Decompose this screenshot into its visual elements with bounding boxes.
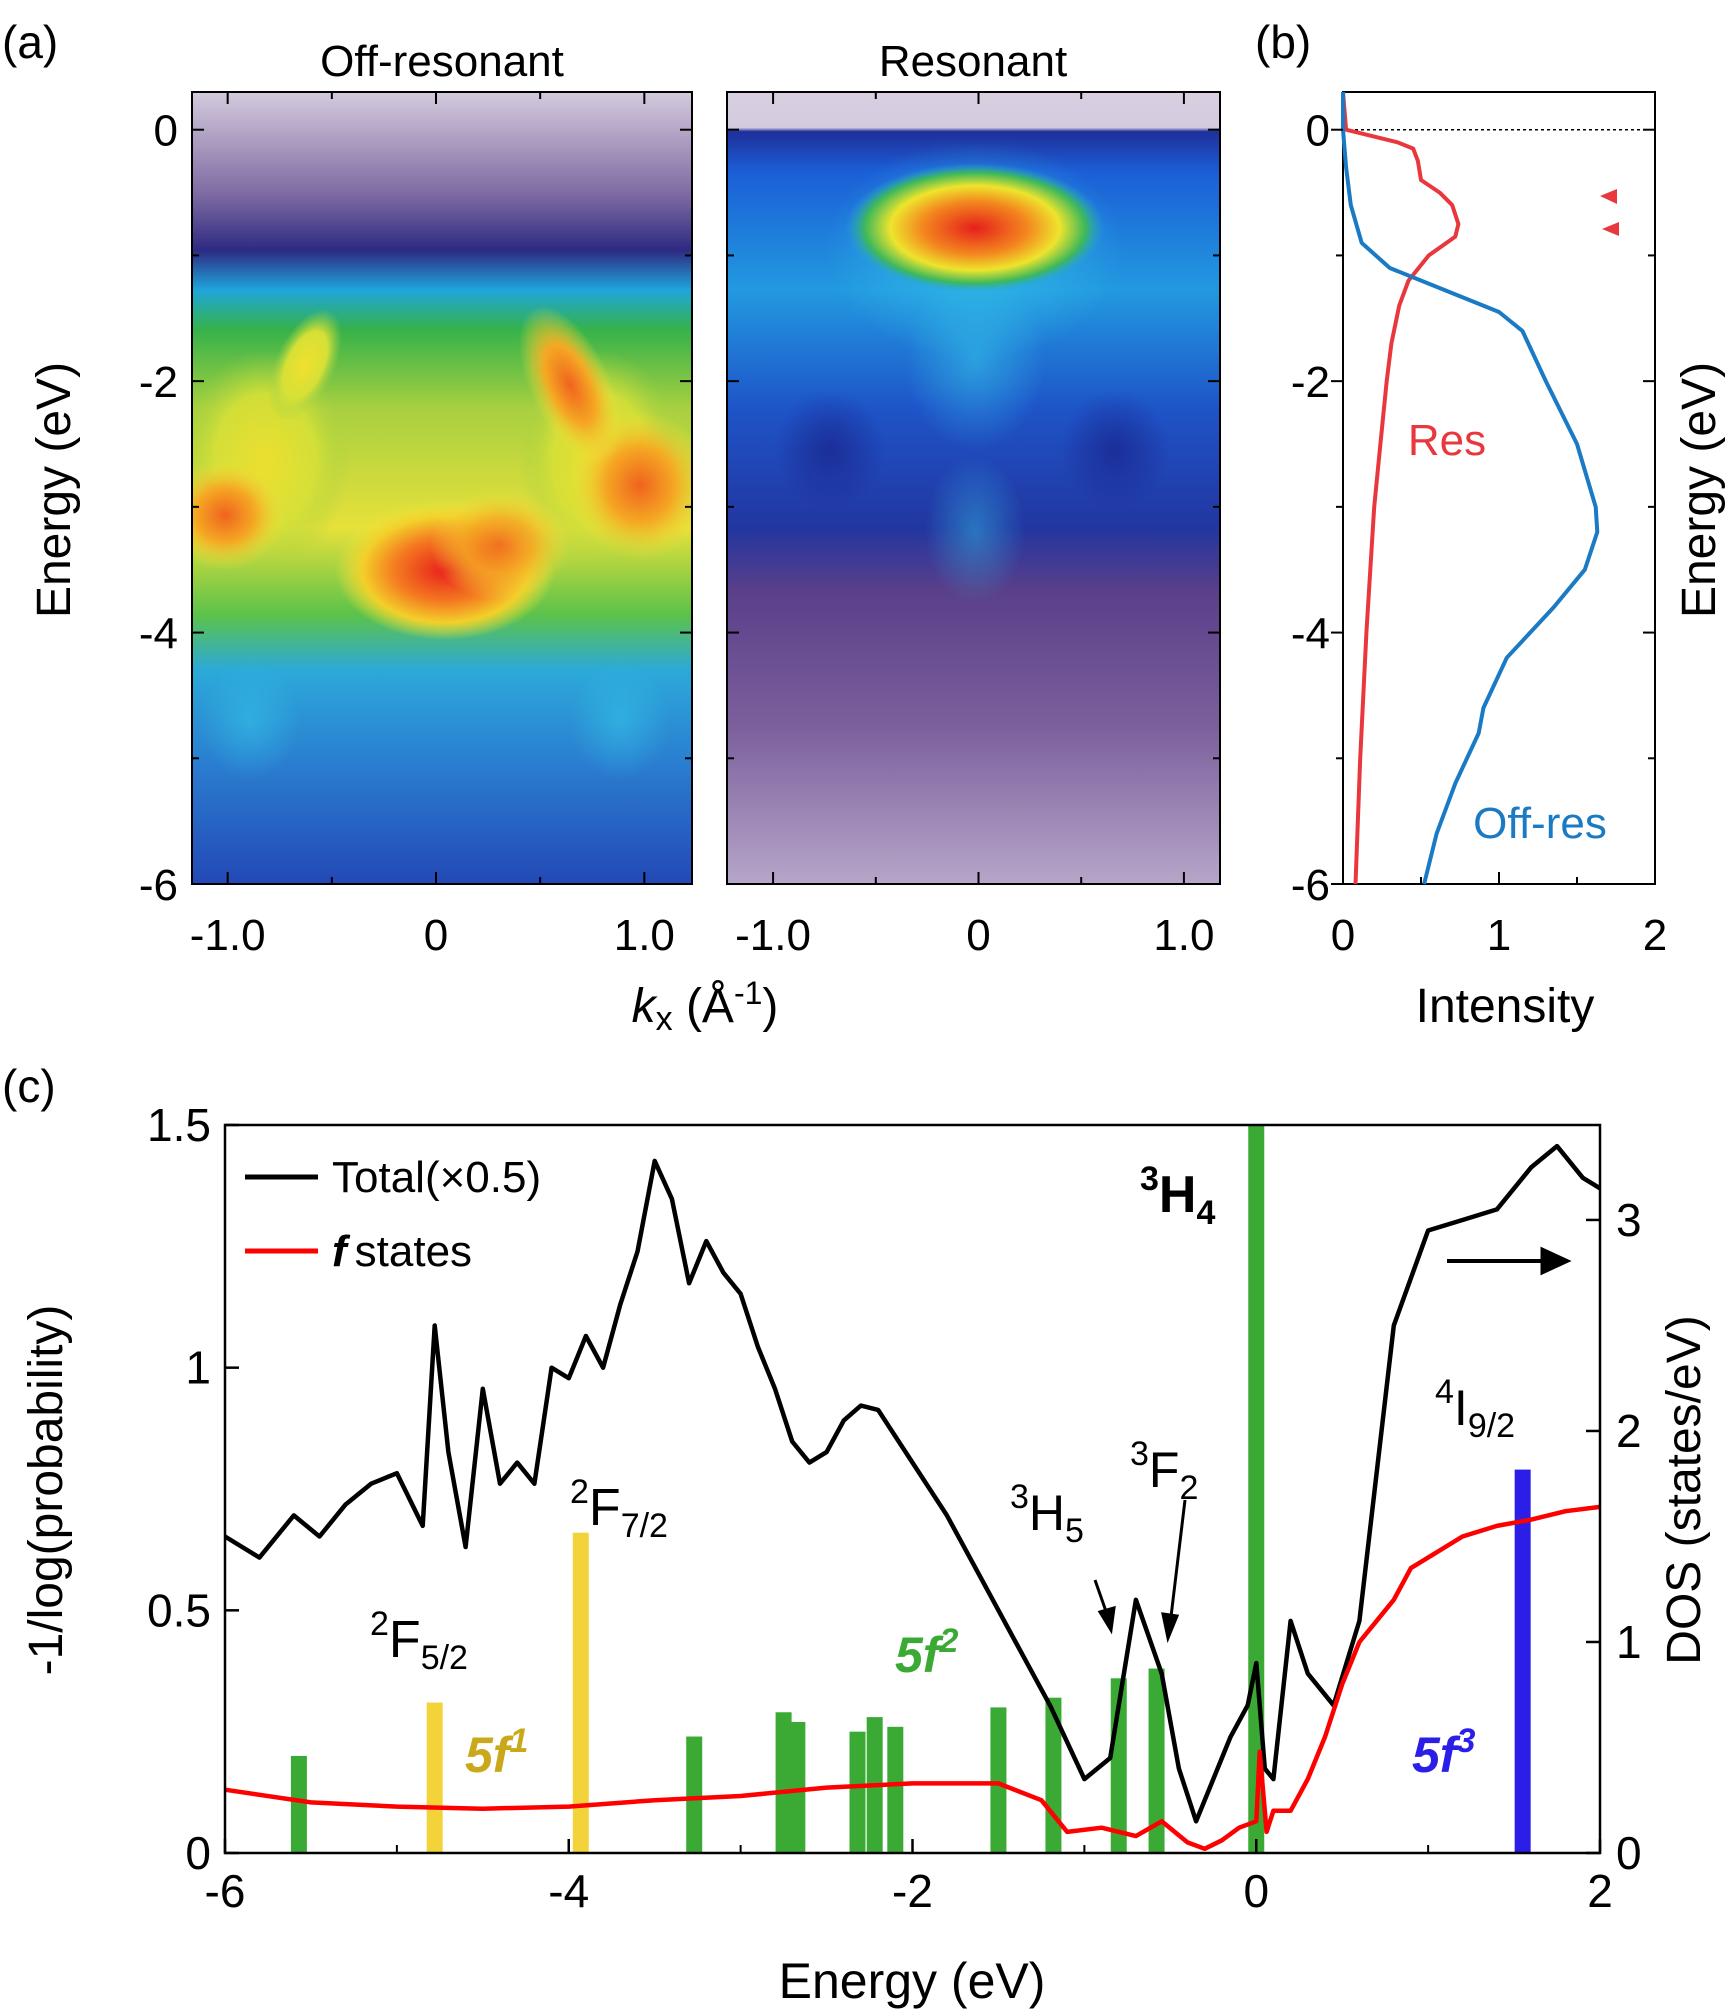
term-2F52: 2F5/2 (370, 1605, 468, 1677)
offres-curve-label: Off-res (1473, 799, 1607, 848)
bar-5f2 (789, 1722, 805, 1853)
b-ytick-label: -2 (1291, 358, 1330, 407)
c-xtick-label: -2 (892, 1865, 933, 1917)
panel-b-ylabel: Energy (eV) (1673, 362, 1726, 618)
b-ytick-label: 0 (1306, 107, 1330, 156)
arrow-3F2-head (1163, 1614, 1177, 1638)
config-5f3: 5f3 (1412, 1722, 1475, 1783)
term-4I92: 4I9/2 (1435, 1373, 1515, 1445)
c-xtick-label: -4 (548, 1865, 589, 1917)
a-ytick-label: -2 (139, 358, 178, 407)
panel-b-label: (b) (1255, 16, 1311, 68)
legend-f-label: f states (332, 1227, 472, 1276)
term-3H5: 3H5 (1010, 1478, 1084, 1550)
b-xtick-label: 0 (1331, 911, 1355, 960)
a-ytick-label: 0 (154, 107, 178, 156)
peak-marker-1 (1600, 189, 1617, 204)
panel-b-frame (1343, 92, 1655, 884)
c-ytick-label: 0 (185, 1827, 211, 1879)
legend-total-label: Total(×0.5) (332, 1153, 541, 1202)
panel-c-ylabel: -1/log(probability) (20, 1305, 73, 1676)
panel-a-xlabel: kx (Å-1) (632, 975, 779, 1038)
res-curve-label: Res (1408, 416, 1486, 465)
a-ytick-label: -6 (139, 861, 178, 910)
panel-c-label: (c) (2, 1060, 56, 1112)
bar-5f3 (1515, 1470, 1531, 1853)
b-ytick-label: -4 (1291, 610, 1330, 659)
bar-5f2 (850, 1732, 866, 1853)
bar-5f1 (427, 1703, 443, 1853)
c-xtick-label: 2 (1587, 1865, 1613, 1917)
config-5f1: 5f1 (465, 1722, 528, 1783)
b-xtick-label: 2 (1643, 911, 1667, 960)
c-ytick-label: 0.5 (147, 1584, 211, 1636)
panel-a-title-res: Resonant (879, 37, 1067, 86)
a-xtick-label: 0 (424, 911, 448, 960)
panel-a-title-offres: Off-resonant (320, 37, 564, 86)
c-ytick-label: 1 (185, 1342, 211, 1394)
bar-5f2 (990, 1707, 1006, 1853)
a-xtick-label: 1.0 (1153, 911, 1214, 960)
c-y2tick-label: 1 (1616, 1616, 1642, 1668)
panel-b-xlabel: Intensity (1416, 980, 1595, 1033)
c-y2tick-label: 0 (1616, 1827, 1642, 1879)
a-xtick-label: -1.0 (735, 911, 811, 960)
arrow-dos-axis-head (1542, 1249, 1568, 1273)
config-5f2: 5f2 (895, 1622, 958, 1683)
c-xtick-label: 0 (1243, 1865, 1269, 1917)
panel-c-y2label: DOS (states/eV) (1658, 1315, 1711, 1664)
offres-heatmap (165, 92, 710, 884)
bar-5f2 (776, 1712, 792, 1853)
arrow-3H5-head (1100, 1608, 1114, 1630)
a-xtick-label: 0 (966, 911, 990, 960)
res-curve (1343, 92, 1458, 884)
c-y2tick-label: 2 (1616, 1405, 1642, 1457)
bar-5f2 (291, 1756, 307, 1853)
c-y2tick-label: 3 (1616, 1194, 1642, 1246)
res-heatmap (727, 92, 1220, 884)
term-3H4: 3H4 (1140, 1160, 1215, 1232)
bar-5f2 (686, 1737, 702, 1853)
a-xtick-label: -1.0 (190, 911, 266, 960)
term-3F2: 3F2 (1130, 1435, 1198, 1507)
a-ytick-label: -4 (139, 610, 178, 659)
peak-marker-2 (1602, 222, 1619, 236)
panel-c-legend: Total(×0.5) f states (245, 1153, 541, 1276)
offres-curve (1343, 92, 1597, 884)
bar-5f2 (887, 1727, 903, 1853)
panel-a-label: (a) (2, 16, 58, 68)
c-ytick-label: 1.5 (147, 1099, 211, 1151)
b-xtick-label: 1 (1487, 911, 1511, 960)
panel-c-xlabel: Energy (eV) (779, 1953, 1046, 2009)
b-ytick-label: -6 (1291, 861, 1330, 910)
panel-a-ylabel: Energy (eV) (28, 362, 81, 618)
arrow-3F2 (1170, 1500, 1185, 1625)
a-xtick-label: 1.0 (614, 911, 675, 960)
